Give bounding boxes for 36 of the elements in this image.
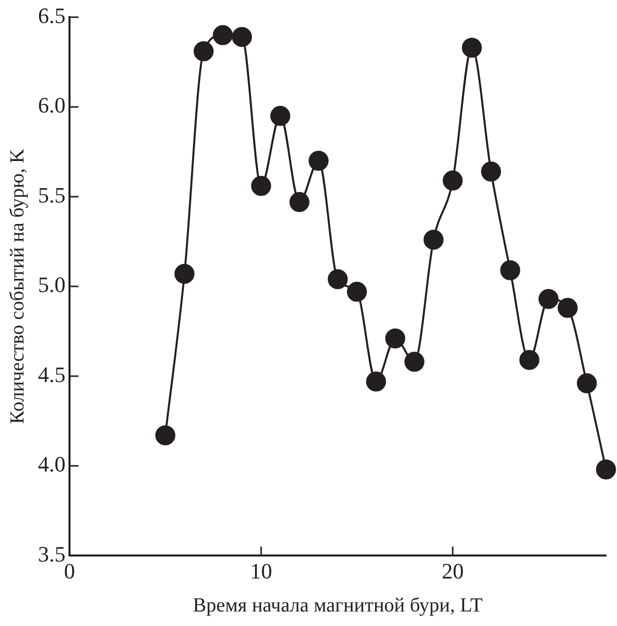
y-tick-label: 5.5 bbox=[38, 182, 66, 208]
point bbox=[366, 372, 386, 392]
point bbox=[558, 298, 578, 318]
y-tick-label: 5.0 bbox=[38, 272, 66, 298]
point bbox=[289, 192, 310, 212]
x-tick-label: 10 bbox=[250, 558, 272, 584]
point bbox=[270, 106, 290, 126]
point bbox=[462, 38, 482, 58]
y-tick-label: 4.0 bbox=[38, 452, 66, 477]
y-tick-label: 6.0 bbox=[38, 92, 66, 118]
y-tick-label: 6.5 bbox=[38, 2, 66, 28]
point bbox=[212, 25, 233, 46]
point bbox=[481, 162, 502, 182]
point bbox=[308, 150, 329, 171]
point bbox=[519, 350, 540, 370]
point bbox=[442, 170, 463, 191]
point bbox=[328, 269, 348, 290]
point bbox=[404, 352, 424, 372]
x-tick-label: 20 bbox=[442, 558, 464, 584]
point bbox=[500, 260, 520, 280]
y-tick-label: 4.5 bbox=[38, 362, 66, 387]
point bbox=[251, 176, 272, 196]
point bbox=[538, 288, 559, 309]
point bbox=[596, 459, 616, 480]
x-tick-label: 0 bbox=[64, 558, 75, 584]
x-axis-title: Время начала магнитной бури, LT bbox=[192, 594, 483, 616]
point bbox=[576, 373, 597, 394]
y-tick-label: 3.5 bbox=[38, 541, 66, 566]
y-axis-title: Количество событий на бурю, K bbox=[6, 148, 28, 424]
point bbox=[174, 264, 194, 284]
point bbox=[194, 41, 214, 62]
point bbox=[346, 282, 367, 302]
point bbox=[232, 26, 252, 47]
point bbox=[424, 230, 444, 250]
point bbox=[155, 425, 176, 446]
point bbox=[385, 328, 406, 348]
